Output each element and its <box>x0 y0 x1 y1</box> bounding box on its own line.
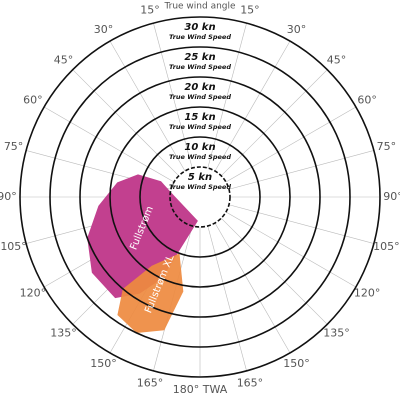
spoke <box>43 106 175 183</box>
spoke <box>153 23 193 169</box>
angle-label: 105° <box>0 240 27 253</box>
angle-label: 165° <box>237 376 264 389</box>
spoke <box>225 106 357 183</box>
angle-label: 120° <box>20 287 47 300</box>
speed-ring-label: 25 kn <box>184 52 215 63</box>
chart-title: True wind angle <box>163 2 236 12</box>
spoke <box>221 69 328 176</box>
angle-label: 30° <box>94 23 114 36</box>
angle-label: 90° <box>0 190 17 203</box>
speed-ring-caption: True Wind Speed <box>169 93 231 101</box>
speed-ring-caption: True Wind Speed <box>169 123 231 131</box>
angle-label: 135° <box>50 326 77 339</box>
spoke <box>214 40 291 172</box>
spoke <box>228 150 374 190</box>
speed-ring-caption: True Wind Speed <box>169 33 231 41</box>
speed-ring <box>169 166 231 228</box>
speed-ring-caption: True Wind Speed <box>169 63 231 71</box>
angle-label: 150° <box>90 357 117 370</box>
spoke <box>214 222 291 354</box>
speed-ring-caption: True Wind Speed <box>169 153 231 161</box>
speed-ring-label: 5 kn <box>188 172 212 183</box>
speed-ring-label: 30 kn <box>184 22 215 33</box>
speed-ring-label: 20 kn <box>184 82 215 93</box>
angle-label: 75° <box>377 140 397 153</box>
spoke <box>207 23 247 169</box>
angle-label: 90° <box>383 190 400 203</box>
spoke <box>221 218 328 325</box>
angle-label: 30° <box>287 23 307 36</box>
spoke <box>207 225 247 371</box>
speed-ring <box>139 136 261 258</box>
spoke <box>225 211 357 288</box>
angle-label: 45° <box>327 54 347 67</box>
angle-label: 105° <box>373 240 400 253</box>
speed-ring <box>19 16 381 378</box>
angle-label: 45° <box>54 54 74 67</box>
angle-label: 120° <box>354 287 381 300</box>
angle-label: 60° <box>23 94 43 107</box>
spoke <box>72 69 179 176</box>
speed-ring <box>109 106 291 288</box>
angle-label: 15° <box>240 4 260 17</box>
angle-label: 75° <box>4 140 24 153</box>
angle-label: 180° TWA <box>173 383 228 396</box>
angle-label: 165° <box>137 376 164 389</box>
speed-ring-label: 10 kn <box>184 142 215 153</box>
spoke <box>109 40 186 172</box>
speed-ring <box>49 46 351 348</box>
angle-label: 150° <box>283 357 310 370</box>
speed-ring-label: 15 kn <box>184 112 215 123</box>
speed-ring-caption: True Wind Speed <box>169 183 231 191</box>
speed-ring <box>79 76 321 318</box>
wind-range-area <box>87 174 198 299</box>
angle-label: 60° <box>357 94 377 107</box>
angle-label: 15° <box>140 4 160 17</box>
spoke <box>228 204 374 244</box>
angle-label: 135° <box>323 326 350 339</box>
